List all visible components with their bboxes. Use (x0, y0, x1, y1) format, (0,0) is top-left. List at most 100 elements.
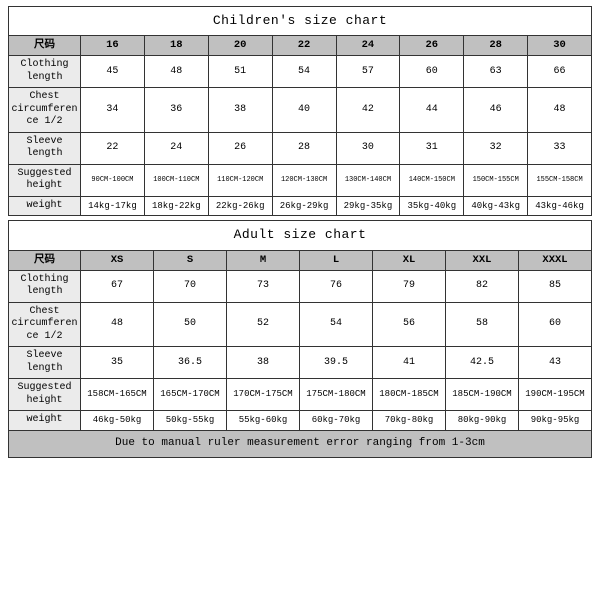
children-row-4-2: 22kg-26kg (208, 196, 272, 216)
adult-row-2-3: 39.5 (300, 347, 373, 379)
adult-row-2: Sleeve length 35 36.5 38 39.5 41 42.5 43 (9, 347, 592, 379)
children-row-2-6: 32 (464, 132, 528, 164)
adult-row-3-0: 158CM-165CM (81, 379, 154, 411)
children-row-2-label: Sleeve length (9, 132, 81, 164)
children-row-1-6: 46 (464, 88, 528, 133)
children-row-3-label: Suggested height (9, 164, 81, 196)
children-row-4: weight 14kg-17kg 18kg-22kg 22kg-26kg 26k… (9, 196, 592, 216)
children-row-4-0: 14kg-17kg (81, 196, 145, 216)
children-row-2-0: 22 (81, 132, 145, 164)
adult-row-3: Suggested height 158CM-165CM 165CM-170CM… (9, 379, 592, 411)
children-row-0-4: 57 (336, 56, 400, 88)
adult-row-3-4: 180CM-185CM (373, 379, 446, 411)
children-size-4: 24 (336, 36, 400, 56)
adult-table: Adult size chart 尺码 XS S M L XL XXL XXXL… (8, 220, 592, 457)
adult-size-6: XXXL (519, 250, 592, 270)
adult-row-1-1: 50 (154, 302, 227, 347)
adult-size-1: S (154, 250, 227, 270)
children-size-7: 30 (528, 36, 592, 56)
adult-row-2-0: 35 (81, 347, 154, 379)
children-row-1-7: 48 (528, 88, 592, 133)
children-row-0-label: Clothing length (9, 56, 81, 88)
adult-size-2: M (227, 250, 300, 270)
adult-size-5: XXL (446, 250, 519, 270)
adult-row-3-1: 165CM-170CM (154, 379, 227, 411)
children-row-0-1: 48 (144, 56, 208, 88)
children-row-2-3: 28 (272, 132, 336, 164)
children-size-6: 28 (464, 36, 528, 56)
adult-row-0-0: 67 (81, 270, 154, 302)
adult-row-4: weight 46kg-50kg 50kg-55kg 55kg-60kg 60k… (9, 411, 592, 431)
children-row-2-5: 31 (400, 132, 464, 164)
adult-row-0-label: Clothing length (9, 270, 81, 302)
children-row-0: Clothing length 45 48 51 54 57 60 63 66 (9, 56, 592, 88)
adult-row-1-2: 52 (227, 302, 300, 347)
children-row-0-2: 51 (208, 56, 272, 88)
adult-header-row: 尺码 XS S M L XL XXL XXXL (9, 250, 592, 270)
adult-header-label: 尺码 (9, 250, 81, 270)
adult-row-3-label: Suggested height (9, 379, 81, 411)
adult-row-2-6: 43 (519, 347, 592, 379)
children-header-row: 尺码 16 18 20 22 24 26 28 30 (9, 36, 592, 56)
children-size-0: 16 (81, 36, 145, 56)
adult-title-row: Adult size chart (9, 221, 592, 250)
adult-row-1-4: 56 (373, 302, 446, 347)
adult-row-4-5: 80kg-90kg (446, 411, 519, 431)
adult-row-1-6: 60 (519, 302, 592, 347)
children-row-3-6: 150CM-155CM (464, 164, 528, 196)
children-size-2: 20 (208, 36, 272, 56)
adult-row-4-4: 70kg-80kg (373, 411, 446, 431)
page-wrap: Children's size chart 尺码 16 18 20 22 24 … (0, 0, 600, 458)
children-row-1: Chest circumference 1/2 34 36 38 40 42 4… (9, 88, 592, 133)
children-row-4-4: 29kg-35kg (336, 196, 400, 216)
adult-row-0-4: 79 (373, 270, 446, 302)
children-row-3-2: 110CM-120CM (208, 164, 272, 196)
children-table: Children's size chart 尺码 16 18 20 22 24 … (8, 6, 592, 216)
children-row-3-0: 90CM-100CM (81, 164, 145, 196)
adult-row-1: Chest circumference 1/2 48 50 52 54 56 5… (9, 302, 592, 347)
children-header-label: 尺码 (9, 36, 81, 56)
children-row-4-7: 43kg-46kg (528, 196, 592, 216)
adult-row-3-6: 190CM-195CM (519, 379, 592, 411)
adult-row-4-6: 90kg-95kg (519, 411, 592, 431)
adult-row-1-3: 54 (300, 302, 373, 347)
adult-row-3-2: 170CM-175CM (227, 379, 300, 411)
adult-row-4-label: weight (9, 411, 81, 431)
adult-row-0: Clothing length 67 70 73 76 79 82 85 (9, 270, 592, 302)
adult-row-4-3: 60kg-70kg (300, 411, 373, 431)
children-row-1-4: 42 (336, 88, 400, 133)
adult-row-2-1: 36.5 (154, 347, 227, 379)
adult-row-3-3: 175CM-180CM (300, 379, 373, 411)
adult-row-3-5: 185CM-190CM (446, 379, 519, 411)
children-row-0-0: 45 (81, 56, 145, 88)
children-row-1-3: 40 (272, 88, 336, 133)
adult-size-4: XL (373, 250, 446, 270)
children-row-2-4: 30 (336, 132, 400, 164)
children-row-4-6: 40kg-43kg (464, 196, 528, 216)
adult-title: Adult size chart (9, 221, 592, 250)
children-row-1-0: 34 (81, 88, 145, 133)
children-row-2-7: 33 (528, 132, 592, 164)
adult-row-0-3: 76 (300, 270, 373, 302)
note-row: Due to manual ruler measurement error ra… (9, 430, 592, 457)
children-row-0-7: 66 (528, 56, 592, 88)
children-row-2-2: 26 (208, 132, 272, 164)
children-title: Children's size chart (9, 7, 592, 36)
adult-size-0: XS (81, 250, 154, 270)
children-row-4-1: 18kg-22kg (144, 196, 208, 216)
adult-row-2-label: Sleeve length (9, 347, 81, 379)
children-row-1-label: Chest circumference 1/2 (9, 88, 81, 133)
children-row-0-5: 60 (400, 56, 464, 88)
adult-row-1-5: 58 (446, 302, 519, 347)
children-row-4-3: 26kg-29kg (272, 196, 336, 216)
children-row-3-5: 140CM-150CM (400, 164, 464, 196)
children-row-1-5: 44 (400, 88, 464, 133)
adult-row-4-2: 55kg-60kg (227, 411, 300, 431)
children-title-row: Children's size chart (9, 7, 592, 36)
children-row-1-1: 36 (144, 88, 208, 133)
children-row-3-4: 130CM-140CM (336, 164, 400, 196)
adult-size-3: L (300, 250, 373, 270)
children-row-4-5: 35kg-40kg (400, 196, 464, 216)
children-size-5: 26 (400, 36, 464, 56)
adult-row-2-2: 38 (227, 347, 300, 379)
